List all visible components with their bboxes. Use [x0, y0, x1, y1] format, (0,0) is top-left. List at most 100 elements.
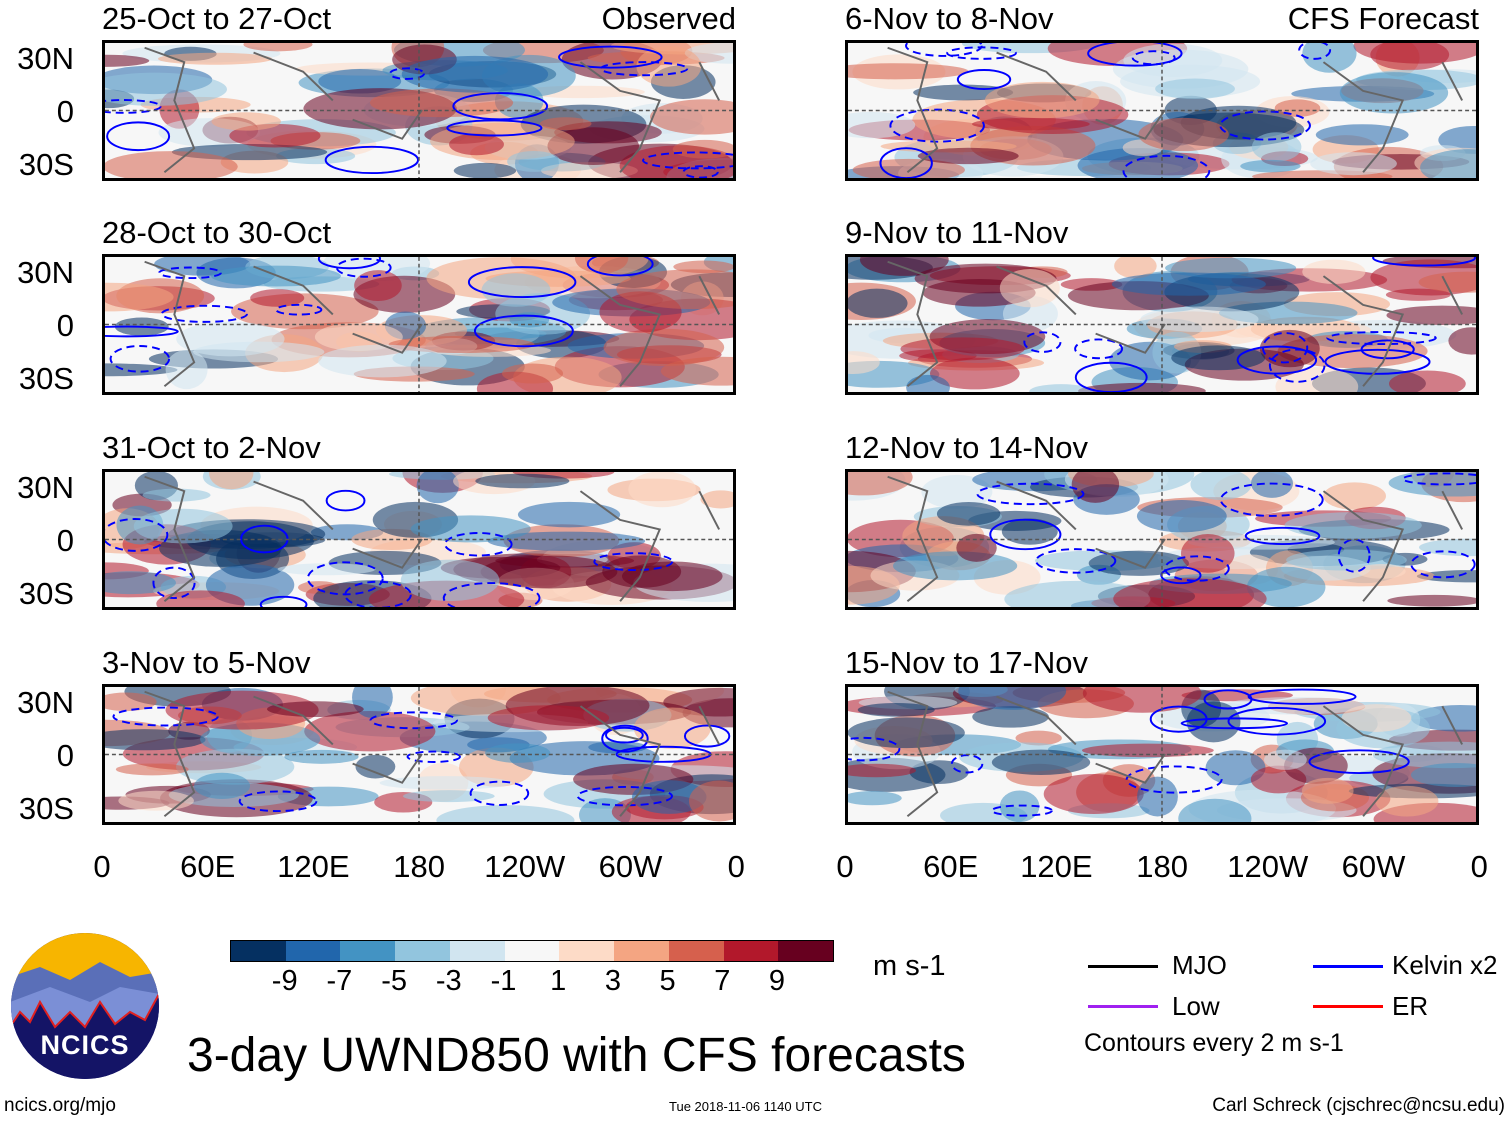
wind-anomaly-blob: [892, 551, 1018, 581]
colorbar-label: 7: [714, 965, 731, 997]
kelvin-contour: [1247, 688, 1357, 705]
lat-label: 30N: [17, 41, 74, 76]
footer-url[interactable]: ncics.org/mjo: [4, 1095, 116, 1116]
panel-title: 12-Nov to 14-Nov: [845, 430, 1088, 465]
legend-mjo: MJO: [1172, 950, 1227, 980]
wind-anomaly-blob: [1370, 43, 1450, 71]
wind-anomaly-blob: [1301, 777, 1354, 804]
lat-label: 0: [56, 94, 74, 129]
wind-anomaly-blob: [1284, 512, 1422, 539]
wind-anomaly-blob: [539, 117, 592, 131]
wind-anomaly-blob: [277, 563, 376, 576]
wind-anomaly-blob: [1315, 124, 1409, 146]
wind-anomaly-blob: [484, 743, 551, 763]
lon-label: 180: [1136, 849, 1188, 884]
kelvin-contour: [152, 566, 196, 599]
colorbar-units: m s-1: [873, 950, 946, 982]
kelvin-contour: [1219, 110, 1311, 141]
kelvin-contour: [306, 561, 384, 596]
lat-label: 0: [56, 523, 74, 558]
kelvin-contour: [1401, 472, 1476, 486]
colorbar-swatch: [559, 941, 615, 961]
panel-tag: Observed: [601, 1, 736, 36]
wind-anomaly-blob: [1111, 272, 1266, 296]
wind-anomaly-blob: [118, 790, 194, 811]
kelvin-contour: [1360, 339, 1415, 360]
colorbar-swatch: [614, 941, 669, 961]
wind-anomaly-blob: [1081, 743, 1214, 758]
wind-anomaly-blob: [379, 776, 513, 790]
wind-anomaly-blob: [936, 501, 1001, 526]
colorbar-label: 3: [604, 965, 621, 997]
wind-anomaly-blob: [848, 111, 916, 139]
wind-anomaly-blob: [243, 43, 313, 52]
wind-anomaly-blob: [700, 490, 733, 509]
lon-label: 60W: [1341, 849, 1406, 884]
kelvin-contour: [1074, 338, 1124, 360]
colorbar-swatch: [231, 941, 286, 961]
wind-anomaly-blob: [487, 531, 646, 551]
wind-anomaly-blob: [449, 133, 504, 156]
wind-anomaly-blob: [354, 270, 402, 302]
colorbar-swatch: [395, 941, 450, 961]
lat-label: 30N: [17, 255, 74, 290]
wind-anomaly-blob: [848, 63, 969, 80]
wind-anomaly-blob: [999, 268, 1060, 308]
kelvin-contour: [259, 595, 308, 607]
kelvin-contour: [467, 266, 577, 299]
coastlines: [144, 690, 721, 817]
kelvin-contour: [1227, 706, 1327, 736]
wind-anomaly-blob: [972, 706, 1049, 728]
wind-anomaly-blob: [1274, 99, 1321, 117]
kelvin-contour: [1131, 50, 1176, 66]
kelvin-contour: [317, 257, 382, 270]
wind-anomaly-blob: [509, 312, 550, 328]
kelvin-contour: [1326, 331, 1437, 346]
wind-anomaly-blob: [267, 701, 364, 718]
wind-anomaly-blob: [250, 289, 305, 307]
lon-label: 60E: [923, 849, 979, 884]
map-panel: [102, 254, 736, 395]
coastlines: [887, 475, 1464, 602]
colorbar-label: -1: [490, 965, 517, 997]
kelvin-contour: [1023, 331, 1062, 353]
kelvin-contour: [452, 92, 549, 121]
wind-anomaly-blob: [1015, 730, 1062, 746]
lat-label: 0: [56, 308, 74, 343]
colorbar-swatch: [449, 941, 505, 961]
map-panel: [102, 469, 736, 610]
wind-anomaly-blob: [984, 81, 1100, 119]
wind-anomaly-blob: [284, 749, 359, 764]
colorbar-label: 1: [550, 965, 567, 997]
wind-anomaly-blob: [1250, 472, 1294, 498]
kelvin-contour: [1308, 749, 1410, 774]
wind-anomaly-blob: [1043, 773, 1144, 815]
wind-anomaly-blob: [1419, 538, 1476, 557]
legend-low-line: [1088, 1005, 1158, 1008]
wind-anomaly-blob: [1178, 798, 1252, 822]
map-panel: [845, 469, 1479, 610]
lon-label: 60W: [598, 849, 663, 884]
wind-anomaly-blob: [401, 55, 549, 93]
wind-anomaly-blob: [603, 328, 725, 366]
kelvin-contour: [406, 750, 461, 763]
kelvin-contour: [605, 726, 644, 744]
kelvin-contour: [109, 345, 171, 373]
kelvin-contour: [106, 121, 171, 152]
wind-anomaly-blob: [402, 790, 495, 803]
wind-anomaly-blob: [400, 559, 500, 602]
kelvin-contour: [105, 325, 179, 338]
kelvin-contour: [444, 532, 513, 557]
wind-anomaly-blob: [848, 791, 902, 806]
colorbar-label: -3: [435, 965, 462, 997]
panel-tag: CFS Forecast: [1287, 1, 1479, 36]
wind-anomaly-blob: [621, 561, 723, 592]
kelvin-contour: [105, 518, 169, 552]
map-panel: [845, 684, 1479, 825]
wind-anomaly-blob: [848, 351, 880, 374]
ncics-logo: NCICS: [10, 932, 160, 1080]
kelvin-contour: [446, 119, 543, 137]
wind-anomaly-blob: [956, 533, 997, 562]
wind-anomaly-blob: [105, 151, 238, 178]
colorbar-swatch: [668, 941, 724, 961]
